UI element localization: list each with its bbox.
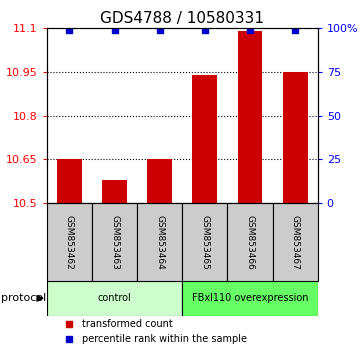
Bar (47, 281, 182, 316)
Text: GSM853466: GSM853466 (245, 215, 255, 269)
Text: GSM853463: GSM853463 (110, 215, 119, 269)
Bar (238, 31, 262, 203)
Bar (92, 203, 137, 281)
Bar (57, 159, 82, 203)
Bar (273, 203, 318, 281)
Bar (47, 203, 92, 281)
Title: GDS4788 / 10580331: GDS4788 / 10580331 (100, 11, 264, 26)
Bar (283, 72, 308, 203)
Text: GSM853465: GSM853465 (200, 215, 209, 269)
Bar (227, 203, 273, 281)
Bar (137, 203, 182, 281)
Text: FBxl110 overexpression: FBxl110 overexpression (192, 293, 308, 303)
Text: GSM853467: GSM853467 (291, 215, 300, 269)
Bar (147, 159, 172, 203)
Text: transformed count: transformed count (82, 319, 173, 329)
Text: control: control (98, 293, 131, 303)
Bar (182, 203, 227, 281)
Text: GSM853462: GSM853462 (65, 215, 74, 269)
Bar (102, 180, 127, 203)
Text: percentile rank within the sample: percentile rank within the sample (82, 334, 247, 344)
Bar (192, 75, 217, 203)
Text: protocol: protocol (1, 293, 46, 303)
Text: GSM853464: GSM853464 (155, 215, 164, 269)
Bar (182, 281, 318, 316)
